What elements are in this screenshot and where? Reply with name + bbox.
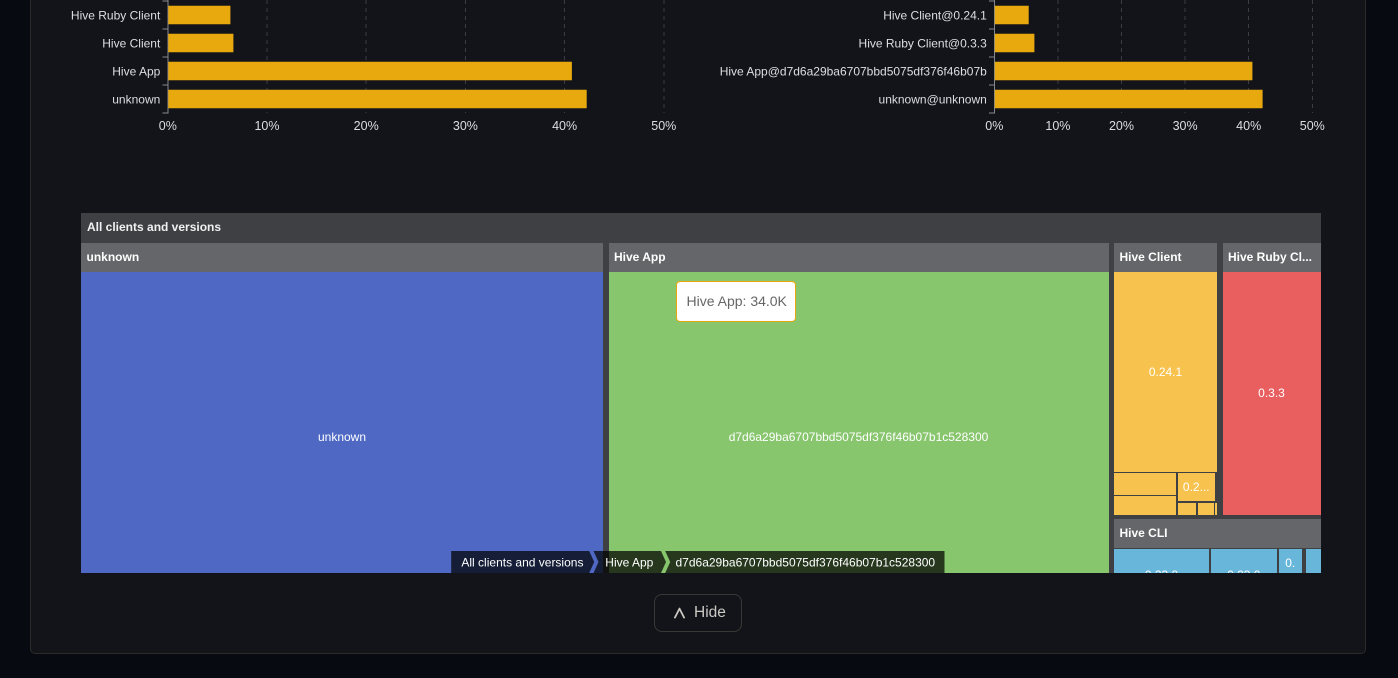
svg-text:30%: 30% <box>453 119 478 133</box>
svg-text:50%: 50% <box>1300 119 1325 133</box>
svg-text:10%: 10% <box>1045 119 1070 133</box>
svg-text:0%: 0% <box>985 119 1003 133</box>
svg-text:Hive App: Hive App <box>605 555 653 569</box>
svg-text:20%: 20% <box>354 119 379 133</box>
svg-text:Hive Client: Hive Client <box>102 36 161 50</box>
svg-text:40%: 40% <box>552 119 577 133</box>
svg-text:0%: 0% <box>159 119 177 133</box>
svg-text:Hive Client@0.24.1: Hive Client@0.24.1 <box>883 8 987 22</box>
svg-text:Hive App@d7d6a29ba6707bbd5075d: Hive App@d7d6a29ba6707bbd5075df376f46b07… <box>720 64 987 78</box>
svg-text:50%: 50% <box>651 119 676 133</box>
svg-text:30%: 30% <box>1173 119 1198 133</box>
svg-text:40%: 40% <box>1236 119 1261 133</box>
svg-text:d7d6a29ba6707bbd5075df376f46b0: d7d6a29ba6707bbd5075df376f46b07b1c528300 <box>676 555 936 569</box>
svg-text:unknown@unknown: unknown@unknown <box>879 92 987 106</box>
svg-text:Hive App: Hive App <box>112 64 160 78</box>
svg-text:20%: 20% <box>1109 119 1134 133</box>
svg-text:10%: 10% <box>254 119 279 133</box>
svg-text:unknown: unknown <box>112 92 160 106</box>
svg-text:Hive Ruby Client: Hive Ruby Client <box>71 8 161 22</box>
svg-text:All clients and versions: All clients and versions <box>461 555 583 569</box>
svg-text:Hive Ruby Client@0.3.3: Hive Ruby Client@0.3.3 <box>859 36 988 50</box>
